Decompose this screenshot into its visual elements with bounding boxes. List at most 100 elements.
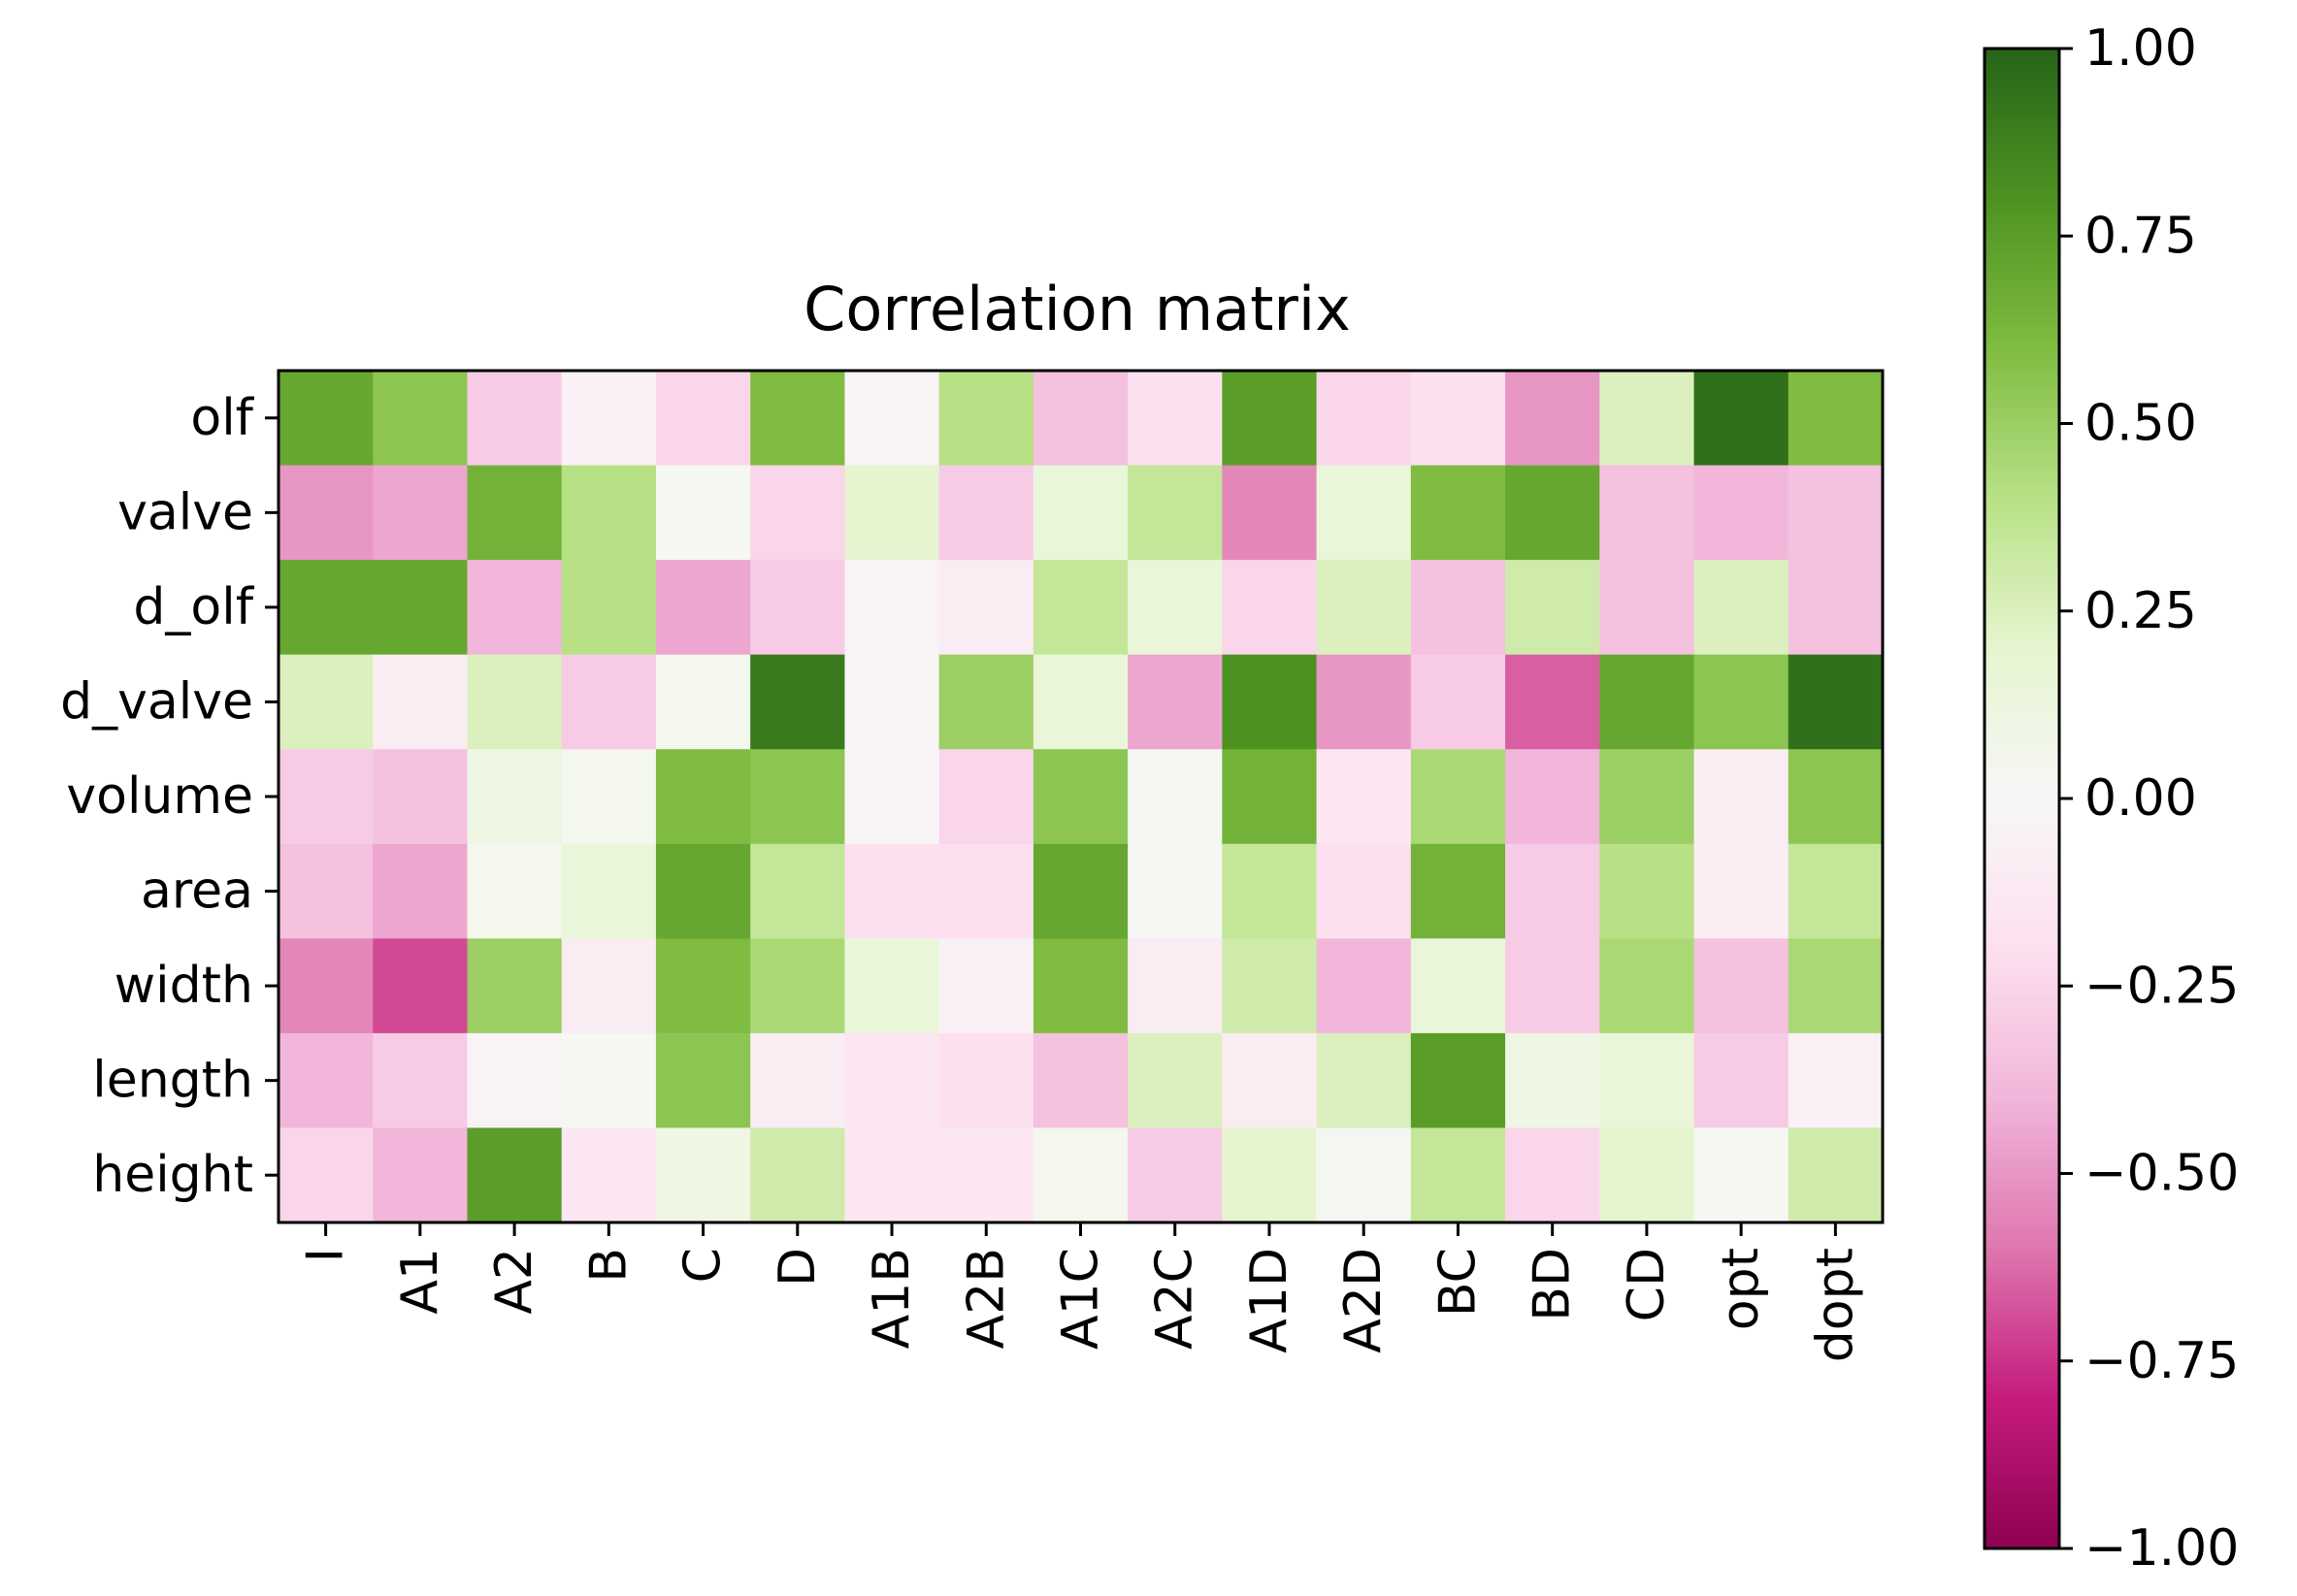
heatmap-cell-height-a2d xyxy=(1316,1127,1412,1223)
heatmap-cell-olf-bc xyxy=(1410,371,1506,467)
heatmap-cell-d-olf-opt xyxy=(1693,560,1789,656)
heatmap-cell-d-olf-c xyxy=(655,560,751,656)
x-tick-label-a2d: A2D xyxy=(1334,1248,1393,1353)
heatmap-cell-d-valve-a2d xyxy=(1316,654,1412,750)
x-tick-label-a2c: A2C xyxy=(1146,1248,1204,1350)
heatmap-cell-volume-a1b xyxy=(844,749,940,845)
heatmap-cells xyxy=(279,371,1884,1223)
heatmap-cell-d-olf-d xyxy=(750,560,846,656)
colorbar-tick-label: 0.75 xyxy=(2084,207,2197,265)
heatmap-cell-valve-opt xyxy=(1693,465,1789,561)
heatmap-cell-olf-a1 xyxy=(373,371,469,467)
x-tick-label-dopt: dopt xyxy=(1806,1248,1864,1362)
heatmap-cell-width-a2b xyxy=(938,938,1034,1034)
x-tick-label-d: D xyxy=(769,1248,827,1287)
heatmap-cell-valve-a2c xyxy=(1128,465,1223,561)
heatmap-cell-width-a2c xyxy=(1128,938,1223,1034)
y-tick-label-d-olf: d_olf xyxy=(133,578,254,636)
heatmap-cell-volume-bd xyxy=(1505,749,1600,845)
heatmap-cell-volume-i xyxy=(279,749,374,845)
heatmap-cell-area-bd xyxy=(1505,843,1600,939)
heatmap-cell-length-a1 xyxy=(373,1032,469,1129)
heatmap-cell-d-olf-a1b xyxy=(844,560,940,656)
y-tick-label-area: area xyxy=(141,863,253,921)
heatmap-cell-d-olf-a2 xyxy=(467,560,563,656)
heatmap-cell-area-a1c xyxy=(1033,843,1129,939)
heatmap-cell-d-olf-dopt xyxy=(1788,560,1884,656)
colorbar-gradient xyxy=(1985,49,2059,1548)
colorbar-tick-label: −0.50 xyxy=(2084,1145,2239,1203)
heatmap-cell-valve-a2 xyxy=(467,465,563,561)
heatmap-cell-height-i xyxy=(279,1127,374,1223)
colorbar: 1.00 0.75 0.50 0.25 0.00 −0.25 −0.50 −0.75 −1.00 xyxy=(1983,19,2239,1578)
x-tick-label-cd: CD xyxy=(1618,1248,1676,1321)
heatmap-cell-area-opt xyxy=(1693,843,1789,939)
heatmap-cell-d-valve-b xyxy=(561,654,657,750)
heatmap-cell-d-olf-a2b xyxy=(938,560,1034,656)
x-axis: I A1 A2 B C D A1B A2B A1C A2C A1D A2D BC BD CD opt dopt xyxy=(297,1222,1864,1362)
heatmap-cell-height-a1d xyxy=(1222,1127,1318,1223)
heatmap-cell-d-olf-bc xyxy=(1410,560,1506,656)
heatmap-cell-valve-a2d xyxy=(1316,465,1412,561)
heatmap-cell-width-a1c xyxy=(1033,938,1129,1034)
heatmap-cell-d-olf-a2c xyxy=(1128,560,1223,656)
heatmap-cell-d-valve-dopt xyxy=(1788,654,1884,750)
heatmap-cell-volume-a1 xyxy=(373,749,469,845)
heatmap-cell-height-b xyxy=(561,1127,657,1223)
heatmap-cell-volume-a2c xyxy=(1128,749,1223,845)
heatmap-cell-area-cd xyxy=(1599,843,1695,939)
heatmap-cell-height-d xyxy=(750,1127,846,1223)
heatmap-cell-d-valve-d xyxy=(750,654,846,750)
x-tick-label-b: B xyxy=(579,1248,638,1283)
heatmap-cell-height-c xyxy=(655,1127,751,1223)
x-tick-label-a1: A1 xyxy=(391,1248,449,1315)
heatmap-cell-area-b xyxy=(561,843,657,939)
heatmap-cell-valve-i xyxy=(279,465,374,561)
heatmap-cell-valve-a1 xyxy=(373,465,469,561)
heatmap-cell-d-valve-a1b xyxy=(844,654,940,750)
x-tick-label-a2b: A2B xyxy=(957,1248,1015,1349)
x-tick-label-opt: opt xyxy=(1712,1248,1770,1330)
heatmap-cell-height-a1b xyxy=(844,1127,940,1223)
heatmap-cell-volume-bc xyxy=(1410,749,1506,845)
heatmap-cell-d-valve-a2c xyxy=(1128,654,1223,750)
heatmap-cell-valve-cd xyxy=(1599,465,1695,561)
heatmap-cell-height-a1 xyxy=(373,1127,469,1223)
heatmap-cell-length-a1c xyxy=(1033,1032,1129,1129)
colorbar-tick-label: −1.00 xyxy=(2084,1519,2239,1578)
heatmap-cell-area-d xyxy=(750,843,846,939)
heatmap-cell-d-valve-a2b xyxy=(938,654,1034,750)
heatmap-cell-volume-a2d xyxy=(1316,749,1412,845)
y-tick-label-olf: olf xyxy=(190,389,254,447)
x-tick-label-a2: A2 xyxy=(485,1248,543,1315)
heatmap-cell-area-a2 xyxy=(467,843,563,939)
heatmap-cell-volume-c xyxy=(655,749,751,845)
heatmap-cell-length-a2d xyxy=(1316,1032,1412,1129)
heatmap-cell-volume-d xyxy=(750,749,846,845)
heatmap-cell-olf-opt xyxy=(1693,371,1789,467)
heatmap-cell-olf-dopt xyxy=(1788,371,1884,467)
heatmap-cell-valve-a1d xyxy=(1222,465,1318,561)
colorbar-tick-label: −0.75 xyxy=(2084,1332,2239,1390)
x-tick-label-bd: BD xyxy=(1524,1248,1582,1321)
heatmap-cell-length-opt xyxy=(1693,1032,1789,1129)
heatmap-cell-olf-cd xyxy=(1599,371,1695,467)
heatmap-cell-olf-a2 xyxy=(467,371,563,467)
heatmap-cell-area-a2d xyxy=(1316,843,1412,939)
heatmap-cell-olf-d xyxy=(750,371,846,467)
heatmap-cell-width-i xyxy=(279,938,374,1034)
heatmap-cell-olf-c xyxy=(655,371,751,467)
heatmap-cell-volume-a1d xyxy=(1222,749,1318,845)
heatmap-cell-length-a1d xyxy=(1222,1032,1318,1129)
heatmap-cell-volume-a2 xyxy=(467,749,563,845)
heatmap-cell-valve-c xyxy=(655,465,751,561)
heatmap-cell-d-olf-a1 xyxy=(373,560,469,656)
heatmap-cell-olf-b xyxy=(561,371,657,467)
x-tick-label-bc: BC xyxy=(1428,1248,1487,1317)
heatmap-cell-valve-a1b xyxy=(844,465,940,561)
heatmap-cell-olf-bd xyxy=(1505,371,1600,467)
heatmap-cell-width-bd xyxy=(1505,938,1600,1034)
heatmap-cell-area-a2b xyxy=(938,843,1034,939)
heatmap-cell-valve-dopt xyxy=(1788,465,1884,561)
